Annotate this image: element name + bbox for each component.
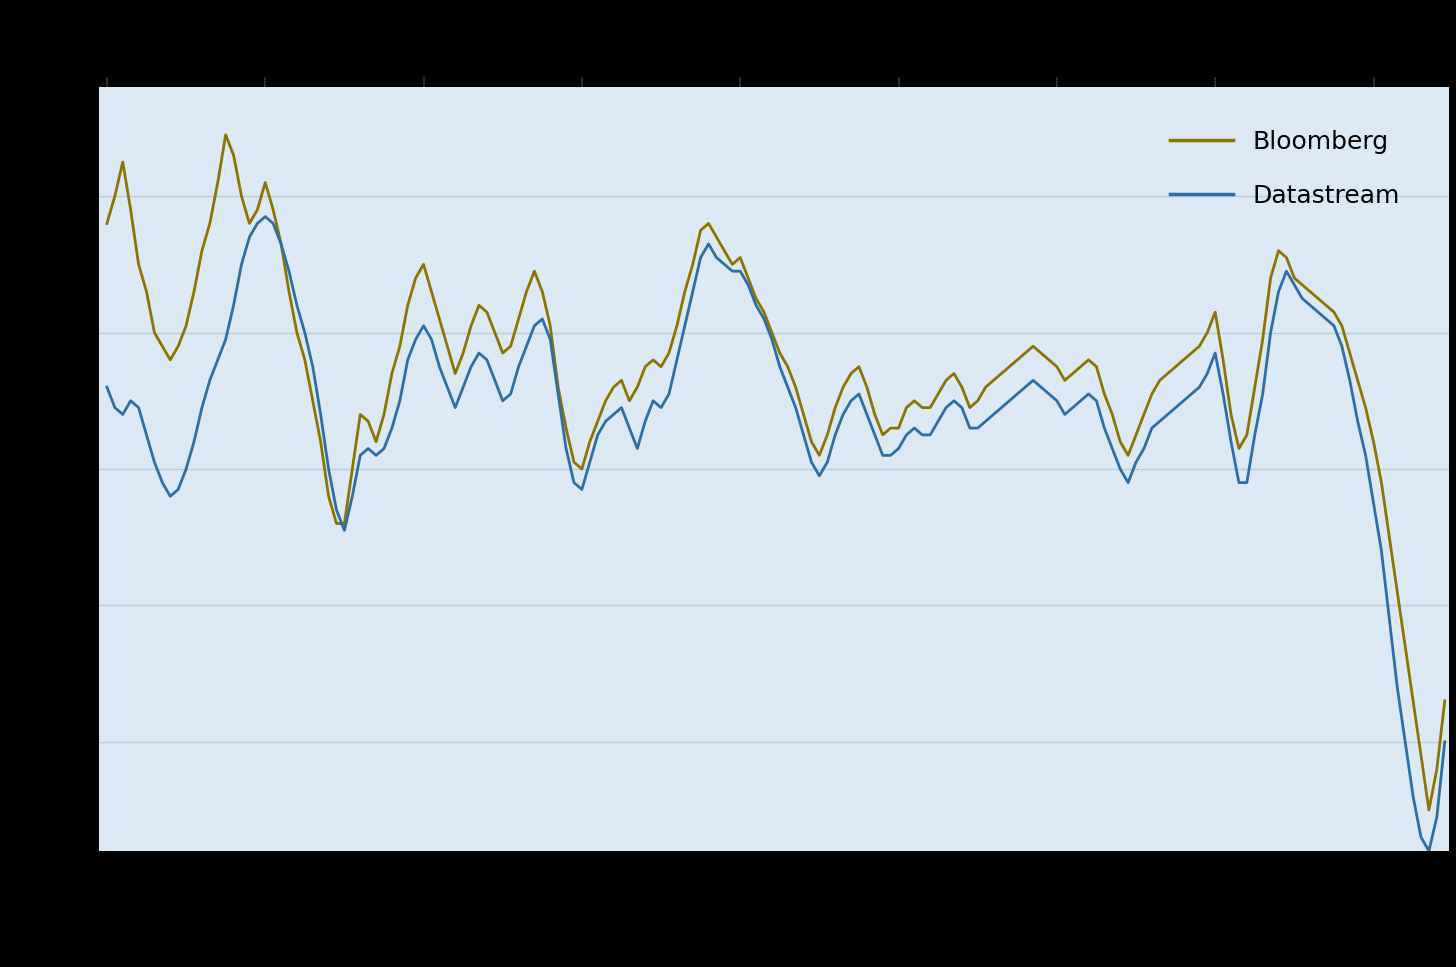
Datastream	[1302, 300, 1319, 311]
Bloomberg	[604, 381, 622, 393]
Datastream	[1436, 736, 1453, 747]
Datastream	[604, 409, 622, 421]
Line: Datastream: Datastream	[106, 217, 1444, 851]
Bloomberg	[1436, 695, 1453, 707]
Datastream	[756, 313, 773, 325]
Bloomberg	[756, 307, 773, 318]
Bloomberg	[217, 129, 234, 140]
Datastream	[811, 470, 828, 482]
Datastream	[296, 327, 313, 338]
Line: Bloomberg: Bloomberg	[106, 134, 1444, 810]
Bloomberg	[811, 450, 828, 461]
Bloomberg	[296, 354, 313, 366]
Bloomberg	[1302, 286, 1319, 298]
Bloomberg	[98, 218, 115, 229]
Datastream	[98, 381, 115, 393]
Datastream	[747, 300, 764, 311]
Bloomberg	[1420, 805, 1437, 816]
Datastream	[256, 211, 274, 222]
Legend: Bloomberg, Datastream: Bloomberg, Datastream	[1160, 120, 1411, 218]
Bloomberg	[747, 293, 764, 305]
Datastream	[1420, 845, 1437, 857]
